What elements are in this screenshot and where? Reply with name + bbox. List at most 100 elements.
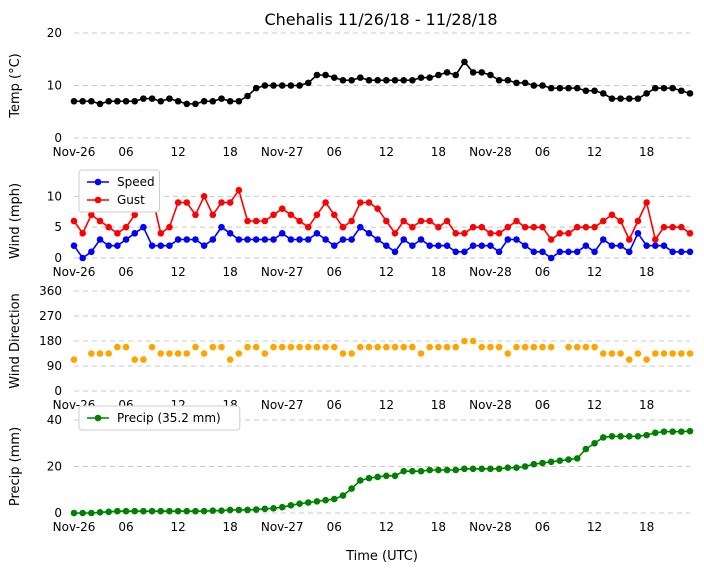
data-point [88,248,95,256]
x-tick-label: Nov-28 [469,265,512,279]
data-point [521,223,529,231]
data-point [252,236,260,243]
data-point [70,242,78,249]
data-point [235,506,243,514]
data-point [651,236,659,243]
data-point [686,248,694,256]
data-point [96,350,104,357]
data-point [374,343,381,351]
data-point [339,223,347,231]
data-point [322,236,329,243]
data-point [487,343,494,351]
data-point [365,76,373,84]
series-precip [70,427,694,517]
data-point [209,97,217,105]
data-point [270,82,277,89]
data-point [573,84,581,92]
data-point [339,492,347,499]
data-point [391,248,399,256]
legend-marker [94,414,102,422]
data-point [504,464,512,471]
data-point [443,217,451,225]
data-point [686,350,694,357]
data-point [296,500,303,508]
x-tick-label: 18 [431,265,446,279]
x-tick-label: 18 [639,265,654,279]
data-point [409,76,416,84]
data-point [192,236,199,243]
data-point [582,242,590,249]
x-tick-label: 12 [379,398,394,412]
data-point [114,507,121,515]
data-point [530,460,538,468]
data-point [357,223,364,231]
x-tick-label: Nov-28 [469,520,512,534]
data-point [374,76,381,84]
data-point [218,95,225,102]
legend-box [78,405,241,431]
data-point [556,84,564,92]
x-tick-label: 06 [327,145,342,159]
data-point [461,58,468,66]
data-point [678,87,685,95]
data-point [521,79,529,87]
data-point [148,507,156,515]
data-point [417,74,425,81]
data-point [114,97,121,105]
data-point [166,507,173,515]
data-point [678,223,685,231]
data-point [365,343,373,351]
data-point [322,71,329,79]
data-point [79,230,86,237]
data-point [409,343,416,351]
data-point [400,217,407,225]
legend-label: Speed [117,175,155,189]
data-point [461,248,468,256]
data-point [131,211,139,219]
data-point [174,236,182,243]
data-point [270,343,277,351]
data-point [582,87,590,95]
data-point [365,474,373,482]
data-point [391,472,399,480]
data-point [200,507,208,515]
data-point [174,350,182,357]
data-point [122,97,130,105]
data-point [599,350,607,357]
data-point [617,350,624,357]
y-tick-label: 90 [47,359,62,373]
data-point [192,211,199,219]
chart-panels: 0 10 20 Temp (°C) Nov-26 06 12 18 Nov-27 06 12 18 No… [8,26,694,564]
data-point [608,350,616,357]
data-point [252,343,260,351]
data-point [495,76,503,84]
data-point [686,90,694,97]
data-point [591,343,598,351]
data-point [625,248,633,256]
x-tick-label: 18 [431,398,446,412]
legend-marker [94,178,102,186]
data-point [348,236,355,243]
data-point [313,498,321,505]
data-point [469,69,477,76]
data-point [252,217,260,225]
data-point [105,350,113,357]
data-point [417,217,425,225]
x-tick-label: 18 [639,145,654,159]
data-point [617,242,624,249]
data-point [469,337,477,345]
data-point [495,230,503,237]
data-point [383,343,390,351]
data-point [634,230,642,237]
data-point [140,95,147,102]
data-point [452,343,460,351]
data-point [461,337,468,345]
data-point [157,97,165,105]
data-point [200,242,208,249]
x-axis-label: Time (UTC) [345,549,418,564]
data-point [599,236,607,243]
y-tick-label: 0 [54,384,62,398]
data-point [478,242,486,249]
data-point [235,236,243,243]
data-point [322,496,329,504]
